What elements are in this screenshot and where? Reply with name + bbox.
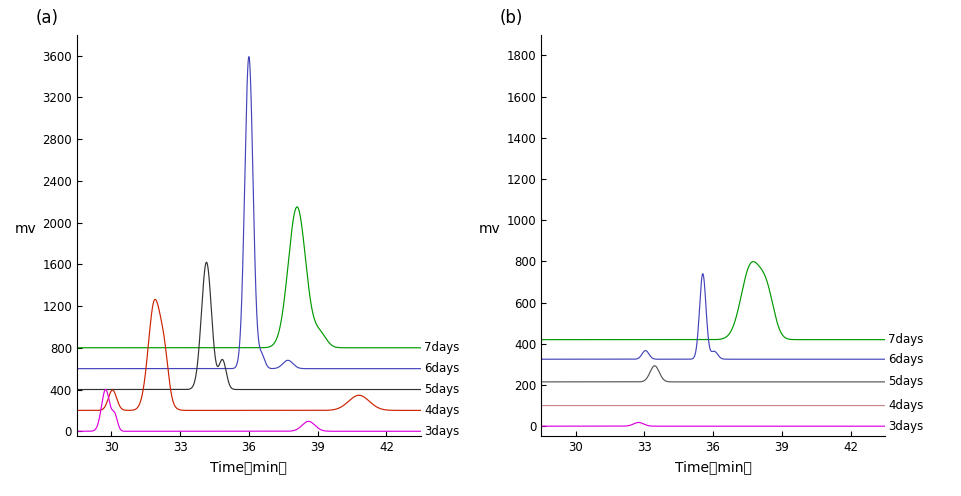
Text: 6days: 6days <box>888 353 923 366</box>
Text: 5days: 5days <box>888 375 923 388</box>
Text: 7days: 7days <box>424 341 459 354</box>
Text: 7days: 7days <box>888 333 923 346</box>
X-axis label: Time（min）: Time（min） <box>210 460 287 474</box>
Text: (b): (b) <box>500 9 523 27</box>
Text: 6days: 6days <box>424 362 459 375</box>
Y-axis label: mv: mv <box>14 222 37 236</box>
Text: 4days: 4days <box>424 404 459 417</box>
Text: 4days: 4days <box>888 399 923 412</box>
Text: 3days: 3days <box>424 425 459 438</box>
Text: (a): (a) <box>36 9 59 27</box>
Y-axis label: mv: mv <box>479 222 501 236</box>
X-axis label: Time（min）: Time（min） <box>674 460 751 474</box>
Text: 5days: 5days <box>424 383 459 396</box>
Text: 3days: 3days <box>888 420 923 433</box>
